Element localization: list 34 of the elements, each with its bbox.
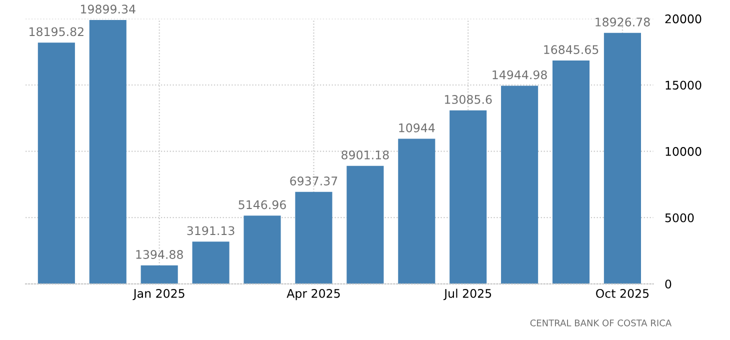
data-label: 13085.6	[444, 95, 492, 104]
y-tick-label: 20000	[665, 14, 702, 24]
data-label: 18926.78	[596, 18, 650, 26]
y-tick-label: 5000	[665, 213, 694, 222]
x-tick-label: Oct 2025	[596, 288, 649, 298]
bar	[89, 20, 126, 284]
bar	[38, 42, 75, 284]
bar	[398, 138, 436, 284]
bar	[450, 110, 487, 284]
bar	[295, 192, 332, 284]
data-label: 14944.98	[492, 70, 547, 80]
x-tick-label: Jan 2025	[132, 288, 184, 300]
data-label: 19899.34	[81, 4, 136, 14]
y-tick-label: 0	[665, 280, 672, 289]
y-tick-label: 10000	[666, 147, 702, 156]
text: CENTRAL BANK OF COSTA RICA	[530, 320, 672, 326]
data-label: 5146.96	[238, 200, 286, 210]
y-tick-label: 15000	[666, 80, 702, 90]
bar	[604, 32, 641, 284]
data-label: 1394.88	[136, 250, 183, 259]
data-label: 10944	[399, 123, 435, 132]
data-label: 3191.13	[187, 226, 234, 236]
bar	[192, 242, 230, 284]
data-label: 8901.18	[342, 150, 389, 160]
bar	[501, 86, 538, 284]
data-label: 16845.65	[544, 45, 598, 54]
bar	[244, 216, 281, 284]
bar	[552, 60, 590, 284]
x-tick-label: Apr 2025	[286, 288, 340, 300]
x-tick-label: Jul 2025	[443, 288, 492, 300]
data-label: 18195.82	[30, 27, 84, 36]
bar	[140, 265, 178, 284]
bar	[346, 166, 384, 284]
data-label: 6937.37	[290, 176, 338, 186]
